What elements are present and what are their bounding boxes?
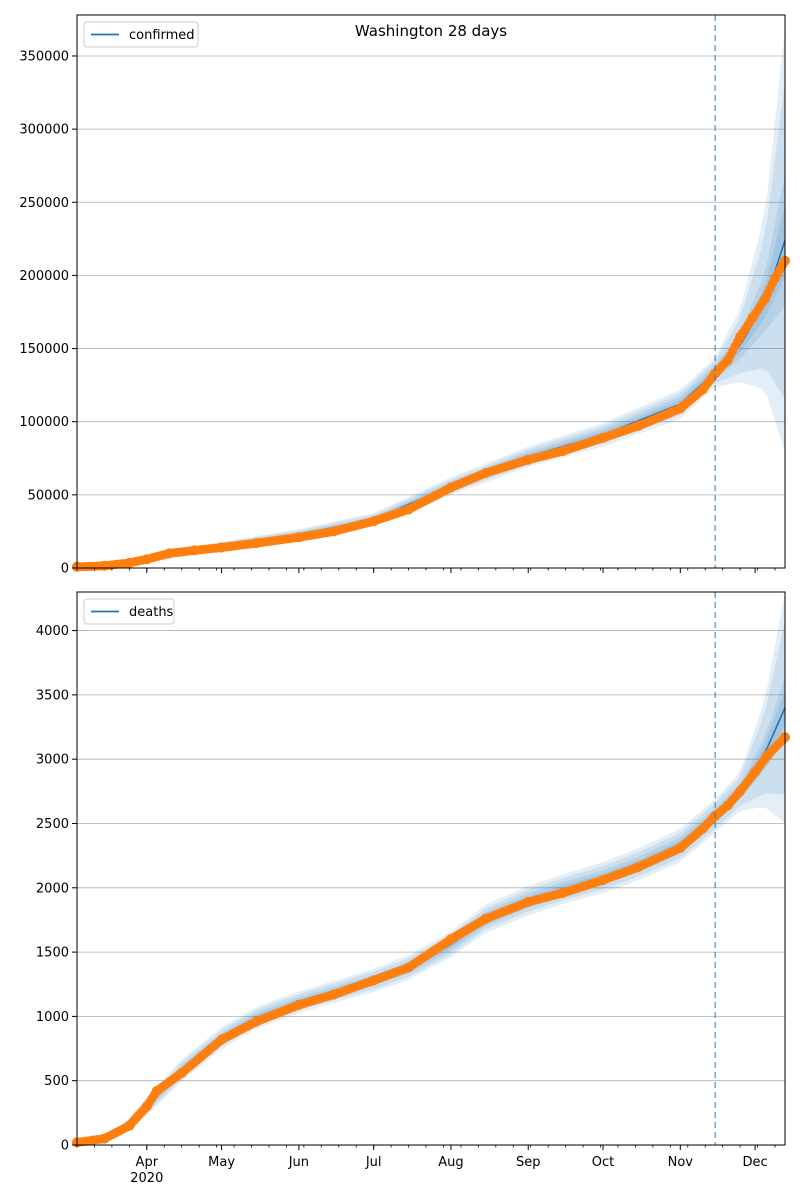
legend-label-confirmed: confirmed bbox=[129, 28, 195, 43]
y-gridlines bbox=[77, 55, 785, 496]
plot-frame bbox=[76, 591, 786, 1146]
x-tick-label: Nov bbox=[668, 1155, 694, 1170]
y-tick-label: 3000 bbox=[36, 753, 69, 768]
confidence-band-core bbox=[77, 204, 785, 567]
legend-box bbox=[83, 598, 175, 625]
x-tick-label: 2020 bbox=[130, 1171, 163, 1186]
y-tick-label: 150000 bbox=[19, 342, 69, 357]
y-tick-label: 100000 bbox=[19, 415, 69, 430]
confidence-band bbox=[77, 620, 785, 1144]
y-tick-label: 0 bbox=[61, 1139, 69, 1154]
y-tick-label: 2500 bbox=[36, 817, 69, 832]
x-tick-label: Apr bbox=[136, 1155, 159, 1170]
y-tick-label: 500 bbox=[44, 1074, 69, 1089]
y-tick-label: 350000 bbox=[19, 49, 69, 64]
x-tick-label: Jul bbox=[365, 1155, 382, 1170]
forecast-bands bbox=[77, 592, 785, 1144]
y-tick-label: 200000 bbox=[19, 269, 69, 284]
confidence-band-outer bbox=[77, 28, 785, 568]
x-tick-label: Dec bbox=[743, 1155, 768, 1170]
axes-ticks: 0 50000 100000 150000 200000 250000 300000 3500… bbox=[19, 49, 776, 577]
x-tick-label: May bbox=[208, 1155, 235, 1170]
plot-frame bbox=[76, 14, 786, 569]
y-tick-label: 50000 bbox=[28, 488, 69, 503]
x-tick-label: Jun bbox=[288, 1155, 309, 1170]
x-tick-label: Aug bbox=[438, 1155, 463, 1170]
legend: confirmed bbox=[83, 21, 199, 48]
legend: deaths bbox=[83, 598, 175, 625]
y-tick-label: 0 bbox=[61, 562, 69, 577]
y-tick-label: 1500 bbox=[36, 946, 69, 961]
observed-points bbox=[72, 255, 790, 572]
y-tick-label: 2000 bbox=[36, 881, 69, 896]
confidence-band-outer bbox=[77, 592, 785, 1144]
x-tick-label: Sep bbox=[516, 1155, 541, 1170]
y-tick-label: 300000 bbox=[19, 123, 69, 138]
forecast-bands bbox=[77, 28, 785, 568]
y-tick-label: 1000 bbox=[36, 1010, 69, 1025]
chart-title: Washington 28 days bbox=[355, 22, 507, 40]
confidence-band-inner bbox=[77, 174, 785, 567]
y-tick-label: 250000 bbox=[19, 196, 69, 211]
panel-confirmed: 0 50000 100000 150000 200000 250000 300000 3500… bbox=[19, 14, 790, 577]
legend-label-deaths: deaths bbox=[129, 605, 174, 620]
observed-points bbox=[72, 732, 790, 1148]
legend-box bbox=[83, 21, 199, 48]
x-tick-label: Oct bbox=[592, 1155, 614, 1170]
y-tick-label: 3500 bbox=[36, 688, 69, 703]
y-tick-label: 4000 bbox=[36, 624, 69, 639]
